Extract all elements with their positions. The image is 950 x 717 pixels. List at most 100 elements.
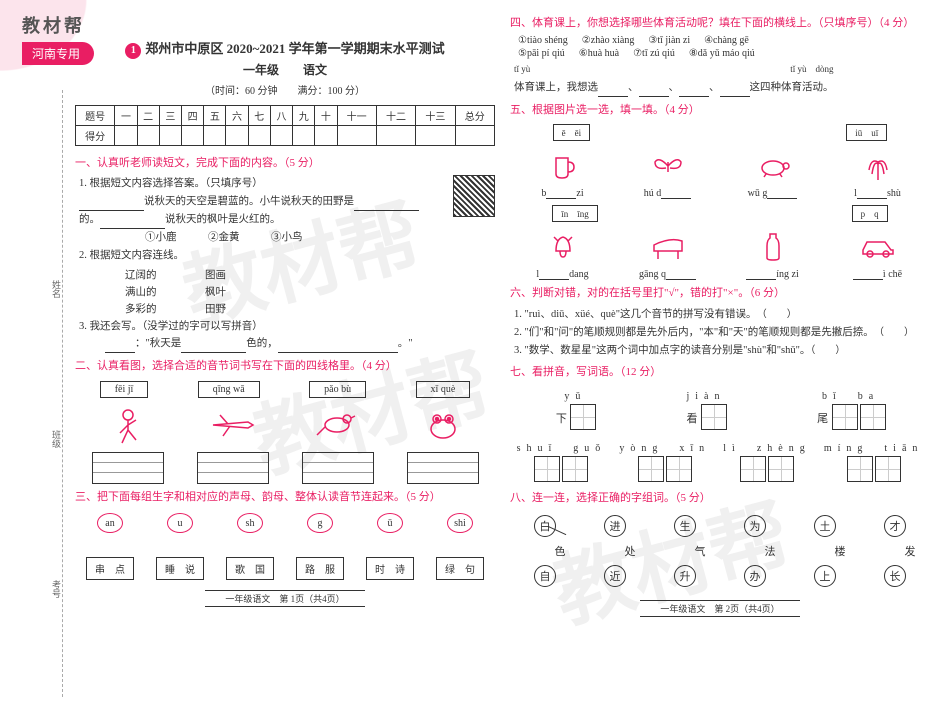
section-6: 六、判断对错，对的在括号里打"√"，错的打"×"。（6 分） bbox=[510, 286, 930, 301]
match-row: 多彩的田野 bbox=[125, 301, 495, 316]
q1-line2: 的。说秋天的枫叶是火红的。 bbox=[79, 211, 495, 229]
score-header-cell: 八 bbox=[270, 106, 292, 126]
score-header-cell: 总分 bbox=[455, 106, 495, 126]
car-icon bbox=[842, 228, 914, 266]
syllable-circle: sh bbox=[237, 513, 263, 533]
pinyin-box: pǎo bù bbox=[309, 381, 366, 398]
score-header-cell: 十 bbox=[315, 106, 337, 126]
char-box: 歌 国 bbox=[226, 557, 274, 580]
option-row: ⑤pāi pí qiú⑥huà huà⑦tī zú qiú⑧dǎ yǔ máo … bbox=[518, 48, 930, 59]
tian-group: lì zhèng bbox=[723, 439, 810, 485]
tian-row: shuǐ guǒ yòng xīn lì zhèng míng tiān bbox=[510, 439, 930, 485]
score-table: 题号一二三四五六七八九十十一十二十三总分 得分 bbox=[75, 105, 495, 146]
score-header-cell: 十二 bbox=[376, 106, 415, 126]
score-header-cell: 一 bbox=[115, 106, 137, 126]
tian-group: jiàn看 bbox=[684, 391, 728, 433]
conn-group: 进处近 bbox=[595, 512, 636, 590]
syllable-circle: ū bbox=[377, 513, 403, 533]
side-label-name: 姓名 bbox=[50, 280, 63, 298]
score-cell bbox=[376, 126, 415, 146]
tian-group: shuǐ guǒ bbox=[517, 439, 607, 485]
exam-time: （时间：60 分钟 满分：100 分） bbox=[75, 82, 495, 97]
grid-row bbox=[75, 452, 495, 484]
j1: 1. "ruì、diū、xüé、què"这几个音节的拼写没有错误。 （ ） bbox=[514, 306, 930, 324]
score-cell bbox=[137, 126, 159, 146]
q1: 1. 根据短文内容选择答案。（只填序号） bbox=[79, 175, 495, 193]
py-label: iū uī bbox=[846, 124, 887, 141]
side-label-id: 考号 bbox=[50, 580, 63, 598]
exam-title: 1郑州市中原区 2020~2021 学年第一学期期末水平测试 bbox=[75, 38, 495, 59]
side-label-class: 班级 bbox=[50, 430, 63, 448]
page-footer-right: 一年级语文 第 2页（共4页） bbox=[640, 600, 800, 617]
char-box: 串 点 bbox=[86, 557, 134, 580]
section-8: 八、连一连，选择正确的字组词。（5 分） bbox=[510, 491, 930, 506]
section-7: 七、看拼音，写词语。（12 分） bbox=[510, 365, 930, 380]
pic-row-2: ldang gāng q íng zi ì chē bbox=[510, 228, 930, 280]
score-header-cell: 十一 bbox=[337, 106, 376, 126]
s4-fill: tǐ yùtǐ yù dòng 体育课上，我想选、、、这四种体育活动。 bbox=[514, 61, 930, 97]
tian-group: yòng xīn bbox=[619, 439, 710, 485]
magpie-icon bbox=[308, 404, 368, 446]
section-2: 二、认真看图，选择合适的音节词书写在下面的四线格里。（4 分） bbox=[75, 359, 495, 374]
willow-icon bbox=[842, 147, 914, 185]
q1-line1: 说秋天的天空是碧蓝的。小牛说秋天的田野是 bbox=[79, 193, 495, 211]
score-cell bbox=[248, 126, 270, 146]
syllable-circle: u bbox=[167, 513, 193, 533]
py-label: īn īng bbox=[552, 205, 598, 222]
page-right: 四、体育课上，你想选择哪些体育活动呢？填在下面的横线上。（只填序号）（4 分） … bbox=[510, 10, 930, 617]
section-5: 五、根据图片选一选，填一填。（4 分） bbox=[510, 103, 930, 118]
score-cell bbox=[416, 126, 455, 146]
q3: 3. 我还会写。（没学过的字可以写拼音） bbox=[79, 318, 495, 336]
pinyin-box: qīng wā bbox=[198, 381, 260, 398]
qr-code bbox=[453, 175, 495, 217]
butterfly-icon bbox=[632, 147, 704, 185]
section-1: 一、认真听老师读短文，完成下面的内容。（5 分） bbox=[75, 156, 495, 171]
exam-subtitle: 一年级 语文 bbox=[75, 61, 495, 78]
score-header-cell: 九 bbox=[293, 106, 315, 126]
q3-line: ："秋天是色的，。" bbox=[105, 335, 495, 353]
pinyin-box: fēi jī bbox=[100, 381, 149, 398]
conn-group: 才发长 bbox=[875, 512, 916, 590]
syllable-circle: an bbox=[97, 513, 123, 533]
syllable-circle: g bbox=[307, 513, 333, 533]
conn-group: 土楼上 bbox=[805, 512, 846, 590]
section-3: 三、把下面每组生字和相对应的声母、韵母、整体认读音节连起来。（5 分） bbox=[75, 490, 495, 505]
score-cell bbox=[115, 126, 137, 146]
tian-group: míng tiān bbox=[824, 439, 924, 485]
j2: 2. "们"和"问"的笔顺规则都是先外后内，"本"和"天"的笔顺规则都是先撇后捺… bbox=[514, 324, 930, 342]
score-header-cell: 七 bbox=[248, 106, 270, 126]
cup-icon bbox=[527, 147, 599, 185]
score-header-cell: 题号 bbox=[76, 106, 115, 126]
option-row: ①tiào shéng②zhào xiàng③tī jiàn zi④chàng … bbox=[518, 35, 930, 46]
q2: 2. 根据短文内容连线。 bbox=[79, 247, 495, 265]
score-header-cell: 四 bbox=[181, 106, 203, 126]
turtle-icon bbox=[737, 147, 809, 185]
frog-icon bbox=[413, 404, 473, 446]
char-box: 路 服 bbox=[296, 557, 344, 580]
score-header-cell: 三 bbox=[159, 106, 181, 126]
char-box: 时 诗 bbox=[366, 557, 414, 580]
match-row: 辽阔的图画 bbox=[125, 267, 495, 282]
score-cell bbox=[226, 126, 248, 146]
bell-icon bbox=[527, 228, 599, 266]
conn-group: 白色自 bbox=[525, 512, 566, 590]
score-cell bbox=[455, 126, 495, 146]
match-row: 满山的枫叶 bbox=[125, 284, 495, 299]
char-box: 绿 句 bbox=[436, 557, 484, 580]
conn-group: 为法办 bbox=[735, 512, 776, 590]
score-header-cell: 五 bbox=[204, 106, 226, 126]
py-label: ē ēi bbox=[553, 124, 591, 141]
conn-group: 生气升 bbox=[665, 512, 706, 590]
bottle-icon bbox=[737, 228, 809, 266]
char-box: 睡 说 bbox=[156, 557, 204, 580]
section-4: 四、体育课上，你想选择哪些体育活动呢？填在下面的横线上。（只填序号）（4 分） bbox=[510, 16, 930, 31]
score-cell bbox=[293, 126, 315, 146]
score-header-cell: 十三 bbox=[416, 106, 455, 126]
syllable-circle: shi bbox=[447, 513, 473, 533]
py-label: p q bbox=[852, 205, 888, 222]
score-cell bbox=[270, 126, 292, 146]
running-boy-icon bbox=[98, 404, 158, 446]
score-cell bbox=[159, 126, 181, 146]
score-header-cell: 二 bbox=[137, 106, 159, 126]
pic-row-1: bzi hú d wū g lshù bbox=[510, 147, 930, 199]
